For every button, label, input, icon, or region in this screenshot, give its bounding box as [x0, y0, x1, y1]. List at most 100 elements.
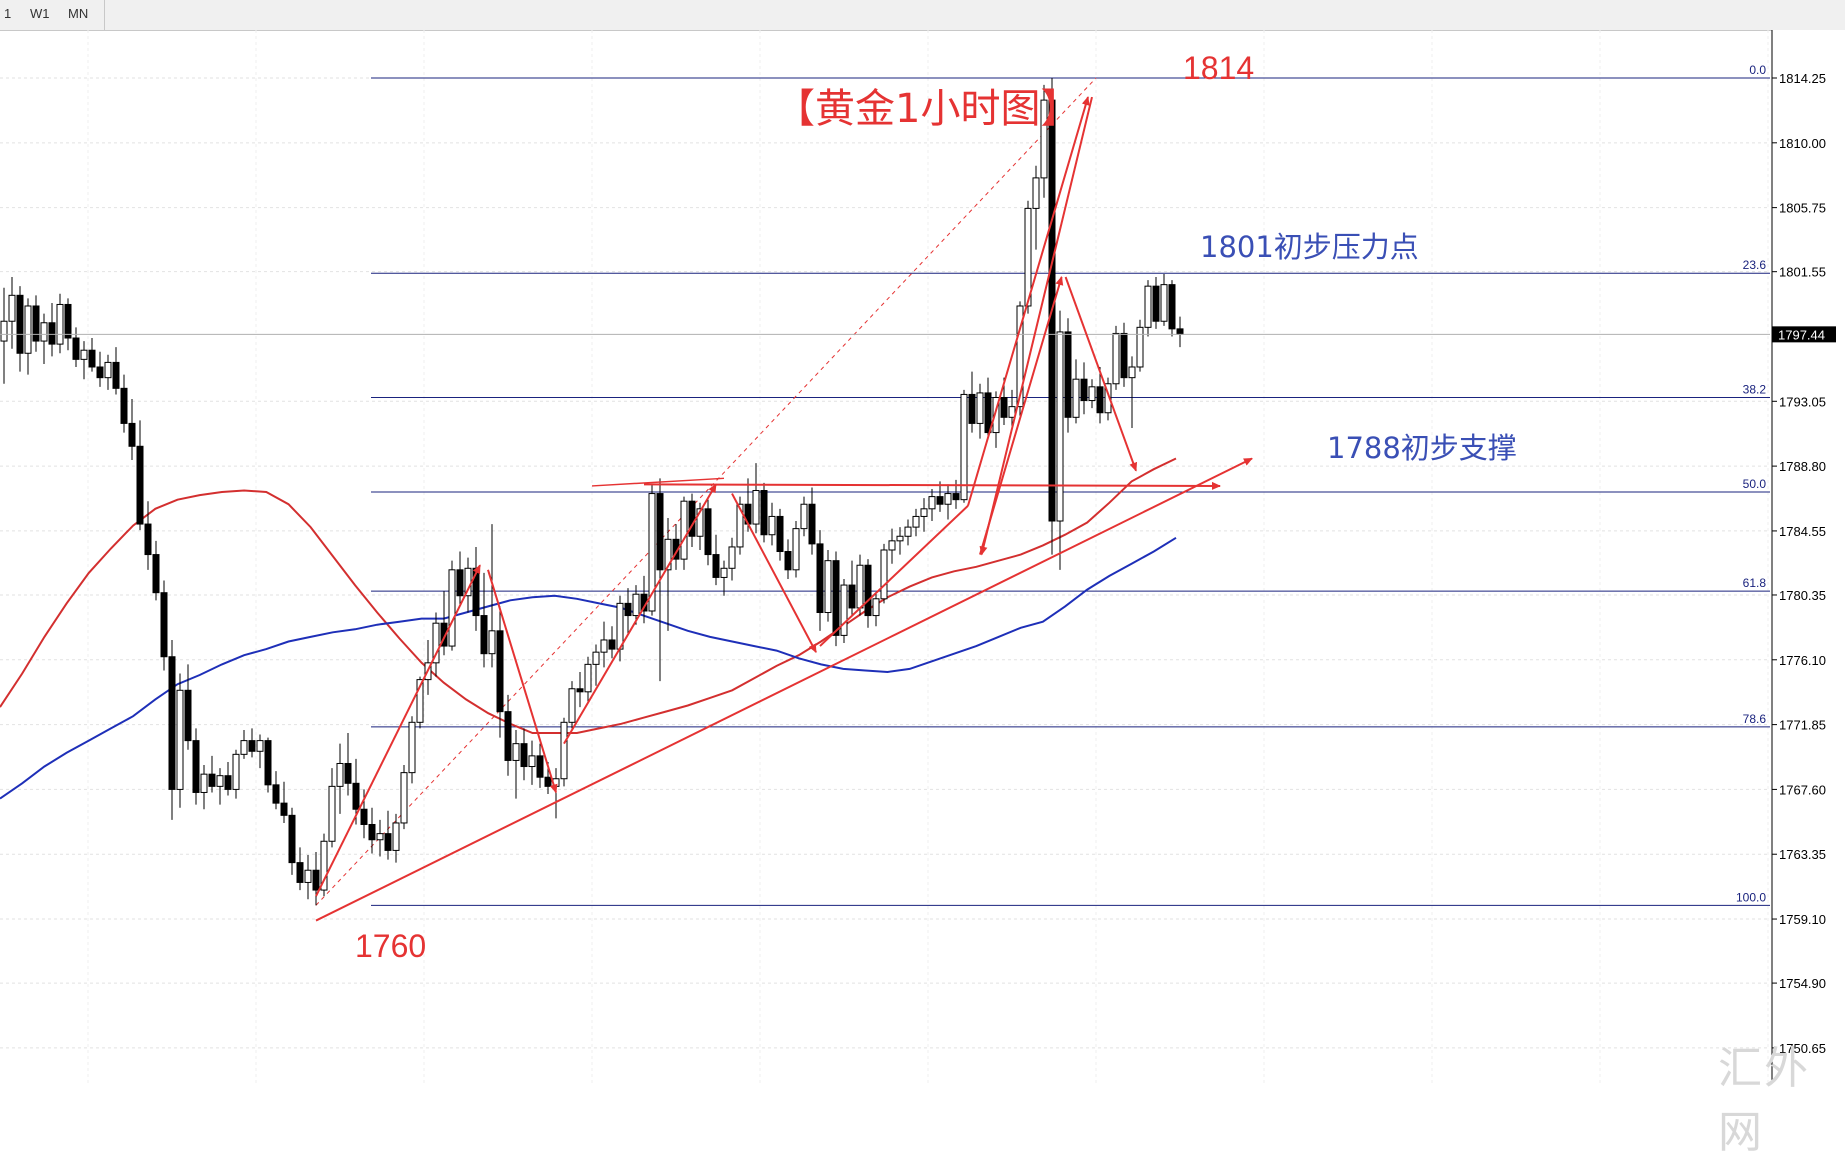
candle-body	[952, 493, 960, 501]
candle-body	[1072, 378, 1080, 418]
candle-body	[800, 503, 808, 530]
candle-body	[784, 551, 792, 571]
candle-body	[1024, 207, 1032, 307]
candle-body	[760, 490, 768, 536]
ma-blue-line	[0, 536, 1177, 800]
candle-body	[312, 869, 320, 891]
fibo-level-label: 38.2	[1743, 382, 1767, 396]
candle-body	[1112, 332, 1120, 385]
candle-body	[1032, 177, 1040, 209]
candle-body	[432, 622, 440, 664]
axis-background	[1772, 30, 1845, 1084]
candle-body	[304, 869, 312, 883]
candle-body	[864, 564, 872, 617]
candle-body	[656, 493, 664, 571]
candle-body	[224, 775, 232, 790]
candle-body	[280, 802, 288, 816]
candle-body	[208, 773, 216, 787]
candle-body	[584, 663, 592, 693]
candle-body	[128, 422, 136, 447]
candle-body	[560, 721, 568, 780]
candle-body	[1096, 386, 1104, 414]
candle-body	[512, 743, 520, 761]
candle-body	[968, 393, 976, 424]
candle-body	[200, 773, 208, 793]
candle-body	[152, 554, 160, 594]
candle-body	[536, 755, 544, 778]
candle-body	[992, 396, 1000, 434]
candle-body	[928, 496, 936, 510]
candle-body	[1104, 383, 1112, 414]
leg-up-3	[819, 505, 969, 647]
arrow-up-3	[967, 96, 1090, 507]
axis-tick-label: 1763.35	[1779, 847, 1826, 862]
chart-title: 【黄金1小时图】	[775, 86, 1080, 132]
candle-body	[1128, 366, 1136, 379]
arrow-down-4	[1064, 276, 1138, 472]
candle-body	[792, 528, 800, 571]
resistance-label: 1801初步压力点	[1200, 230, 1419, 264]
candle-body	[504, 711, 512, 761]
candle-body	[488, 630, 496, 655]
candle-body	[40, 322, 48, 342]
candle-body	[216, 775, 224, 787]
candle-body	[184, 689, 192, 742]
axis-tick-label: 1767.60	[1779, 782, 1826, 797]
candle-body	[648, 493, 656, 612]
candle-body	[728, 546, 736, 569]
candle-body	[1088, 386, 1096, 402]
horizontal-resistance-arrow	[643, 481, 1221, 490]
candle-body	[944, 493, 952, 505]
candle-body	[416, 679, 424, 723]
candle-body	[624, 602, 632, 617]
arrow-down-3	[979, 96, 1093, 556]
candle-body	[912, 515, 920, 528]
axis-tick-label: 1793.05	[1779, 394, 1826, 409]
candle-body	[848, 584, 856, 609]
candle-body	[752, 490, 760, 525]
candle-body	[72, 337, 80, 360]
candle-body	[768, 515, 776, 536]
current-price-label: 1797.44	[1778, 327, 1825, 342]
fibo-level-label: 50.0	[1743, 477, 1767, 491]
candle-body	[704, 508, 712, 556]
candle-body	[192, 740, 200, 793]
arrow-down-1	[487, 569, 558, 794]
candle-body	[1064, 331, 1072, 418]
candle-body	[368, 823, 376, 841]
timeframe-toolbar: 1 W1 MN	[0, 0, 1845, 31]
arrow-up-1	[315, 564, 481, 897]
candle-body	[328, 785, 336, 842]
high-label: 1814	[1183, 50, 1254, 86]
candle-body	[176, 689, 184, 790]
candle-body	[776, 515, 784, 553]
trend-drawings	[315, 96, 1253, 922]
timeframe-mn-button[interactable]: MN	[68, 6, 89, 21]
timeframe-1-button[interactable]: 1	[4, 6, 12, 21]
candle-body	[144, 523, 152, 556]
candle-body	[592, 651, 600, 665]
candle-body	[136, 445, 144, 525]
candle-body	[408, 721, 416, 774]
candle-body	[16, 294, 24, 354]
fibo-level-label: 61.8	[1743, 576, 1767, 590]
price-chart[interactable]: 0.0 23.6 38.2 50.0 61.8 78.6 100.0 1814.25 1810…	[0, 30, 1845, 1084]
price-axis: 1814.25 1810.00 1805.75 1801.55 1797.44 1793.…	[1771, 30, 1845, 1084]
candle-body	[528, 755, 536, 768]
axis-tick-label: 1814.25	[1779, 71, 1826, 86]
candle-body	[824, 560, 832, 614]
candle-body	[480, 615, 488, 655]
candle-body	[1176, 328, 1184, 335]
axis-tick-label: 1784.55	[1779, 524, 1826, 539]
axis-tick-label: 1776.10	[1779, 653, 1826, 668]
candle-body	[256, 740, 264, 752]
candle-body	[160, 592, 168, 658]
candle-body	[904, 526, 912, 537]
timeframe-w1-button[interactable]: W1	[30, 6, 50, 21]
candle-body	[1136, 326, 1144, 368]
fibo-trend-line	[315, 77, 1097, 906]
candle-body	[384, 833, 392, 851]
candle-body	[272, 784, 280, 804]
candle-body	[712, 554, 720, 578]
candle-body	[984, 392, 992, 434]
